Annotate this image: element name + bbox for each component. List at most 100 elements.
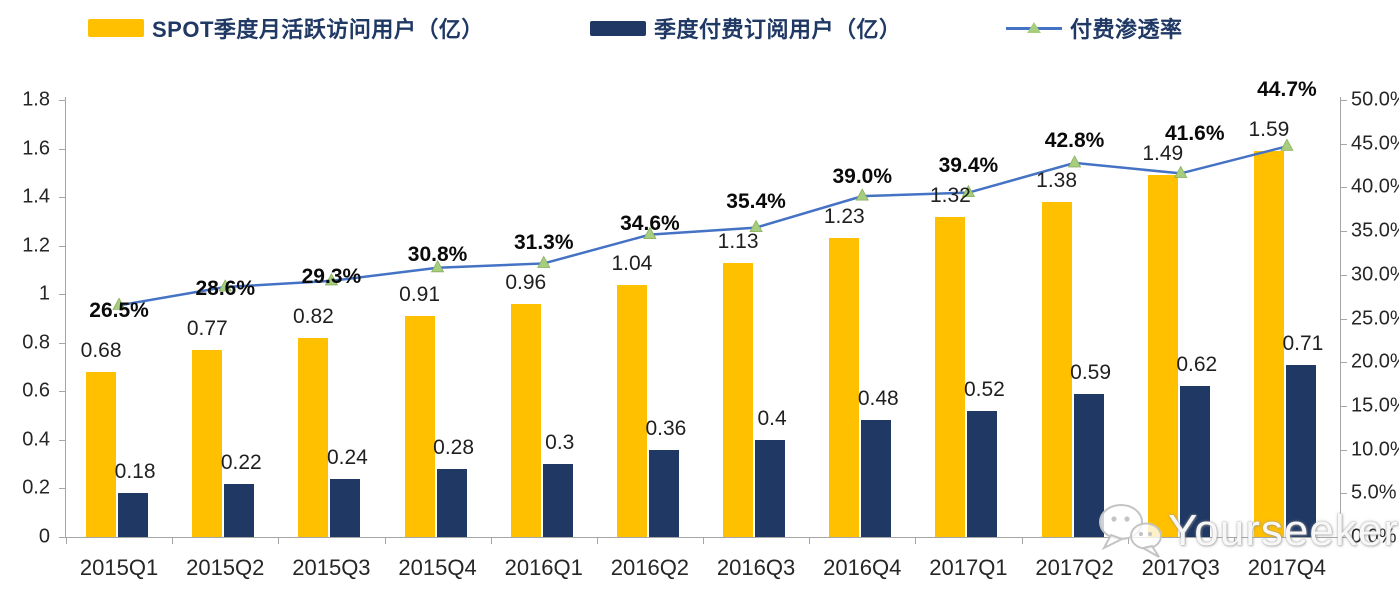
bar-label-subs-2017Q2: 0.59 [1070, 360, 1112, 384]
x-axis-tick [809, 537, 811, 544]
bar-subs-2017Q2 [1073, 393, 1104, 537]
right-axis-tick [1341, 143, 1347, 145]
left-axis-tick [59, 439, 65, 441]
bar-label-mau-2016Q2: 1.04 [611, 251, 653, 275]
bar-label-subs-2016Q3: 0.4 [757, 406, 787, 430]
bar-label-subs-2017Q4: 0.71 [1282, 331, 1324, 355]
legend-label-subscribers: 季度付费订阅用户（亿） [654, 17, 902, 42]
right-axis-tick [1341, 187, 1347, 189]
bar-mau-2017Q2 [1041, 201, 1072, 537]
left-axis-tick-label: 1.6 [22, 137, 50, 160]
x-axis-tick [1127, 537, 1129, 544]
right-axis-tick-label: 35.0% [1351, 219, 1399, 242]
penetration-label-2015Q2: 28.6% [195, 277, 256, 301]
bar-label-mau-2016Q4: 1.23 [823, 205, 865, 229]
right-axis-tick-label: 45.0% [1351, 132, 1399, 155]
bar-label-mau-2015Q3: 0.82 [292, 304, 334, 328]
bar-mau-2016Q2 [616, 284, 647, 537]
x-axis-tick [1340, 537, 1341, 544]
bar-mau-2015Q1 [86, 371, 117, 537]
penetration-label-2016Q4: 39.0% [832, 165, 893, 189]
left-axis-tick-label: 0.6 [22, 379, 50, 402]
bar-mau-2015Q3 [298, 337, 329, 537]
penetration-label-2016Q1: 31.3% [513, 230, 574, 254]
penetration-label-2015Q1: 26.5% [89, 298, 149, 322]
bar-label-subs-2015Q2: 0.22 [220, 450, 262, 474]
bar-mau-2016Q3 [723, 262, 754, 537]
right-axis-tick-label: 30.0% [1351, 263, 1399, 286]
right-axis-tick [1341, 231, 1347, 233]
bar-label-mau-2017Q1: 1.32 [929, 183, 971, 207]
x-axis-tick [384, 537, 386, 544]
x-axis-label-2017Q1: 2017Q1 [929, 555, 1008, 580]
x-axis-label-2015Q3: 2015Q3 [292, 555, 371, 580]
left-axis-tick-label: 1.4 [22, 185, 50, 208]
mau-bar-swatch-icon [88, 19, 144, 37]
legend-label-penetration: 付费渗透率 [1070, 17, 1183, 42]
left-axis-tick [59, 294, 65, 296]
penetration-label-2016Q2: 34.6% [620, 211, 680, 235]
right-axis-tick [1341, 274, 1347, 276]
bar-label-mau-2016Q3: 1.13 [717, 229, 759, 253]
x-axis-label-2016Q3: 2016Q3 [716, 555, 796, 580]
bar-subs-2016Q3 [755, 439, 786, 537]
left-axis-tick [59, 100, 65, 101]
penetration-label-2016Q3: 35.4% [726, 189, 786, 213]
right-axis-tick-label: 5.0% [1351, 481, 1397, 504]
right-axis-tick [1341, 318, 1347, 320]
left-axis-tick [59, 148, 65, 150]
x-axis-label-2015Q2: 2015Q2 [186, 555, 265, 580]
x-axis-label-2016Q2: 2016Q2 [610, 555, 690, 580]
bar-label-mau-2016Q1: 0.96 [505, 270, 547, 294]
bar-subs-2017Q4 [1285, 364, 1316, 537]
right-axis-tick-label: 50.0% [1351, 88, 1399, 111]
bar-subs-2016Q1 [542, 464, 573, 537]
bar-label-mau-2015Q4: 0.91 [399, 283, 441, 307]
bar-label-mau-2017Q2: 1.38 [1036, 168, 1078, 192]
left-axis-tick [59, 197, 65, 199]
right-axis-tick-label: 15.0% [1351, 394, 1399, 417]
bar-mau-2017Q3 [1147, 175, 1178, 537]
bar-label-mau-2015Q1: 0.68 [80, 338, 122, 362]
right-axis-tick-label: 0.0% [1351, 525, 1397, 548]
right-axis-tick-label: 10.0% [1351, 438, 1399, 461]
bar-subs-2015Q1 [118, 493, 149, 537]
legend-triangle-marker-icon [1027, 22, 1041, 33]
x-axis-label-2016Q1: 2016Q1 [504, 555, 583, 580]
bar-label-subs-2016Q1: 0.3 [545, 431, 575, 455]
legend-item-penetration: 付费渗透率 [1006, 14, 1183, 42]
x-axis-tick [703, 537, 704, 544]
legend-item-mau: SPOT季度月活跃访问用户（亿） [88, 14, 484, 42]
bar-label-subs-2015Q3: 0.24 [326, 445, 368, 469]
x-axis-tick [490, 537, 492, 544]
right-axis-tick [1341, 100, 1347, 101]
x-axis-label-2016Q4: 2016Q4 [823, 555, 902, 580]
x-axis-tick [596, 537, 598, 544]
right-axis-tick [1341, 362, 1347, 364]
bar-subs-2015Q2 [224, 483, 255, 537]
x-axis-tick [1021, 537, 1023, 544]
left-axis-tick-label: 0 [38, 525, 50, 548]
x-axis-tick [1233, 537, 1235, 544]
right-axis-tick [1341, 449, 1347, 451]
subscriber-bar-swatch-icon [590, 20, 646, 36]
x-axis-label-2015Q1: 2015Q1 [79, 555, 159, 580]
left-axis-tick-label: 1.8 [22, 88, 50, 111]
left-axis-line [65, 97, 66, 538]
bar-label-subs-2015Q4: 0.28 [433, 436, 475, 460]
right-axis-tick-label: 40.0% [1351, 175, 1399, 198]
bar-subs-2016Q4 [861, 420, 892, 537]
left-axis-tick [59, 488, 65, 490]
x-axis-tick [278, 537, 280, 544]
x-axis-label-2015Q4: 2015Q4 [398, 555, 477, 580]
bar-label-mau-2015Q2: 0.77 [186, 317, 228, 341]
x-axis-tick [172, 537, 174, 544]
penetration-label-2015Q3: 29.3% [301, 264, 362, 288]
bar-subs-2015Q3 [330, 478, 361, 537]
right-axis-tick [1341, 537, 1347, 538]
left-axis-tick [59, 245, 65, 247]
x-axis-tick [66, 537, 67, 544]
bar-label-subs-2015Q1: 0.18 [114, 460, 156, 484]
